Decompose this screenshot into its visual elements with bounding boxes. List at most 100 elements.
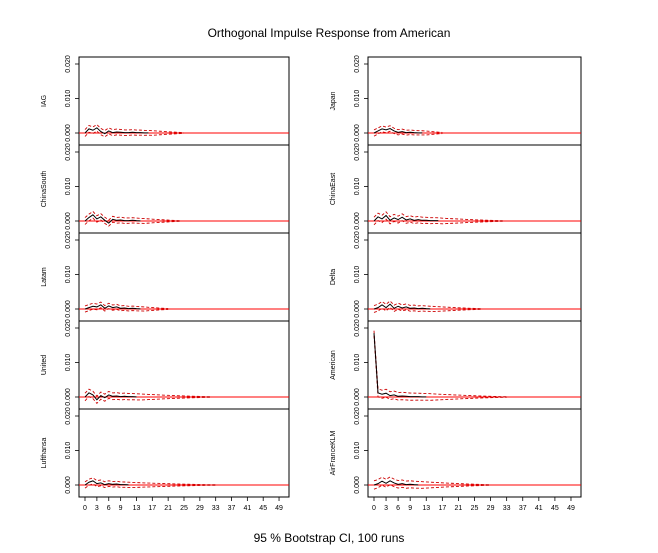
ci-lower	[373, 218, 503, 226]
ci-upper	[373, 300, 483, 310]
y-tick-label: 0.000	[354, 212, 361, 230]
x-tick-label: 25	[471, 505, 479, 512]
ci-upper	[373, 125, 443, 133]
irf-line	[84, 214, 141, 224]
x-tick-label: 29	[487, 505, 495, 512]
panel-latam: 0.000 0.010 0.020 Latam	[41, 231, 290, 322]
panel-japan: 0.000 0.010 0.020 Japan	[330, 55, 582, 146]
panel-american: 0.000 0.010 0.020 American	[330, 319, 582, 410]
chart-title: Orthogonal Impulse Response from America…	[208, 26, 451, 40]
panel-frame	[78, 144, 290, 234]
y-tick-label: 0.010	[65, 90, 72, 108]
panel-chinasouth: 0.000 0.010 0.020 ChinaSouth	[41, 143, 290, 234]
ci-upper	[84, 388, 212, 398]
panels-group: 0.0000.0100.020IAG0.0000.0100.020Japan0.…	[41, 55, 582, 512]
ci-upper	[373, 476, 491, 486]
y-tick-label: 0.020	[65, 407, 72, 425]
panel-delta: 0.000 0.010 0.020 Delta	[330, 231, 582, 322]
x-tick-label: 17	[438, 505, 446, 512]
y-tick-label: 0.020	[354, 231, 361, 249]
ci-lower	[373, 130, 443, 137]
x-tick-label: 33	[503, 505, 511, 512]
x-tick-label: 9	[119, 505, 123, 512]
x-tick-label: 49	[567, 505, 575, 512]
y-tick-label: 0.020	[354, 55, 361, 73]
irf-line	[84, 127, 149, 135]
x-tick-label: 37	[228, 505, 236, 512]
y-tick-label: 0.010	[65, 178, 72, 196]
x-tick-label: 13	[133, 505, 141, 512]
x-tick-label: 17	[148, 505, 156, 512]
panel-airfranceklm: 0.000 0.010 0.020 AirFranceKLM 0 3 6 9 13 17 21 25 2…	[330, 407, 582, 512]
y-tick-label: 0.000	[65, 300, 72, 318]
y-tick-label: 0.020	[65, 319, 72, 337]
panel-chinaeast: 0.000 0.010 0.020 ChinaEast	[330, 143, 582, 234]
panel-label: Japan	[330, 91, 337, 110]
y-tick-label: 0.010	[354, 442, 361, 460]
ci-lower	[84, 217, 181, 227]
ci-lower	[84, 307, 169, 313]
panel-united: 0.000 0.010 0.020 United	[41, 319, 290, 410]
y-tick-label: 0.000	[65, 388, 72, 406]
y-tick-label: 0.020	[354, 407, 361, 425]
panel-label: IAG	[41, 95, 48, 107]
x-tick-label: 37	[519, 505, 527, 512]
x-tick-label: 6	[396, 505, 400, 512]
y-tick-label: 0.020	[65, 143, 72, 161]
panel-label: United	[41, 355, 48, 375]
irf-line	[373, 333, 427, 398]
panel-frame	[78, 232, 290, 322]
x-tick-label: 3	[95, 505, 99, 512]
x-tick-label: 6	[107, 505, 111, 512]
irf-line	[84, 480, 129, 486]
ci-upper	[373, 211, 503, 222]
y-tick-label: 0.000	[65, 476, 72, 494]
x-tick-label: 0	[372, 505, 376, 512]
panel-label: AirFranceKLM	[330, 430, 337, 475]
x-tick-label: 21	[164, 505, 172, 512]
ci-lower	[84, 130, 185, 138]
x-tick-label: 9	[408, 505, 412, 512]
panel-label: Delta	[330, 269, 337, 285]
x-tick-label: 41	[243, 505, 251, 512]
ci-lower	[373, 335, 507, 401]
y-tick-label: 0.000	[354, 388, 361, 406]
ci-upper	[84, 477, 216, 486]
y-tick-label: 0.020	[354, 319, 361, 337]
y-tick-label: 0.010	[354, 354, 361, 372]
ci-upper	[84, 210, 181, 222]
x-tick-label: 3	[384, 505, 388, 512]
ci-upper	[373, 330, 507, 398]
irf-line	[84, 392, 137, 401]
ci-upper	[84, 301, 169, 310]
panel-label: American	[330, 350, 337, 380]
y-tick-label: 0.000	[65, 124, 72, 142]
y-tick-label: 0.000	[65, 212, 72, 230]
irf-line	[373, 480, 419, 486]
panel-iag: 0.000 0.010 0.020 IAG	[41, 55, 290, 146]
x-tick-label: 49	[275, 505, 283, 512]
x-tick-label: 45	[551, 505, 559, 512]
x-tick-label: 29	[196, 505, 204, 512]
y-tick-label: 0.010	[354, 90, 361, 108]
irf-line	[373, 127, 423, 134]
panel-frame	[367, 232, 582, 322]
ci-upper	[84, 124, 185, 134]
ci-lower	[373, 306, 483, 313]
panel-label: ChinaSouth	[41, 171, 48, 208]
ci-lower	[84, 483, 216, 489]
x-tick-label: 33	[212, 505, 220, 512]
y-tick-label: 0.000	[354, 124, 361, 142]
x-tick-label: 25	[180, 505, 188, 512]
y-tick-label: 0.010	[354, 266, 361, 284]
irf-line	[84, 304, 141, 310]
ci-lower	[373, 484, 491, 490]
irf-line	[373, 214, 439, 222]
y-tick-label: 0.020	[65, 55, 72, 73]
irf-line	[373, 303, 431, 310]
y-tick-label: 0.020	[65, 231, 72, 249]
x-tick-label: 21	[455, 505, 463, 512]
panel-lufthansa: 0.000 0.010 0.020 Lufthansa 0 3 6 9 13 17 21 25 29 33…	[41, 407, 290, 512]
ci-lower	[84, 396, 212, 405]
